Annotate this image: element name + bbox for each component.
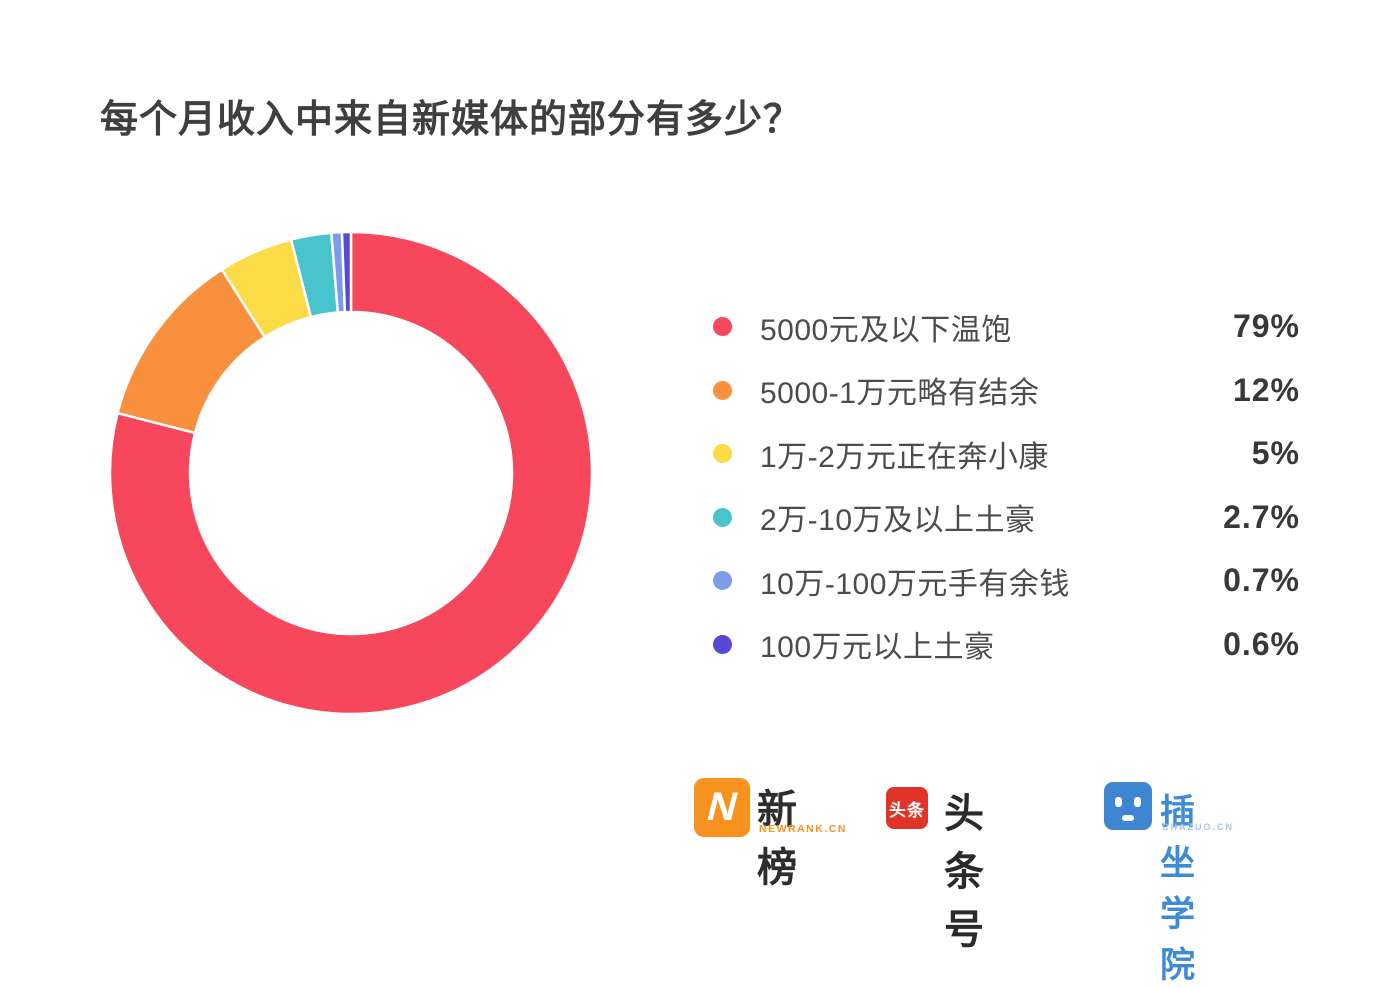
legend-label: 5000-1万元略有结余	[760, 377, 1040, 411]
toutiao-logo-icon: 头条	[886, 787, 928, 829]
legend-value: 5%	[1251, 435, 1300, 472]
donut-svg	[108, 230, 594, 716]
legend-dot	[713, 571, 732, 591]
legend-item: 10万-100万元手有余钱 0.7%	[713, 549, 1300, 613]
legend-item: 1万-2万元正在奔小康 5%	[713, 422, 1300, 486]
toutiao-icon-text: 头条	[889, 800, 925, 820]
legend-value: 0.7%	[1223, 562, 1300, 599]
legend-dot	[713, 317, 732, 337]
newrank-logo-icon: N	[694, 778, 750, 837]
legend-item: 100万元以上土豪 0.6%	[713, 613, 1300, 677]
donut-chart	[108, 230, 594, 716]
legend-item: 5000元及以下温饱 79%	[713, 295, 1300, 359]
toutiao-logo-name: 头条号	[944, 792, 986, 952]
legend-dot	[713, 507, 732, 527]
legend-item: 5000-1万元略有结余 12%	[713, 359, 1300, 423]
legend-label: 100万元以上土豪	[760, 631, 995, 665]
chazuo-logo-name: 插坐学院	[1160, 793, 1197, 985]
newrank-logo-name: 新榜	[757, 788, 799, 890]
chazuo-robot-eye-left	[1115, 797, 1122, 807]
chazuo-logo-icon	[1104, 782, 1152, 830]
legend-value: 0.6%	[1223, 625, 1300, 662]
legend-value: 79%	[1232, 308, 1300, 345]
chazuo-robot-eye-right	[1134, 797, 1141, 807]
chazuo-robot-mouth	[1122, 815, 1134, 821]
legend-dot	[713, 380, 732, 400]
legend-dot	[713, 634, 732, 654]
legend-label: 1万-2万元正在奔小康	[760, 440, 1049, 474]
chazuo-logo-subtext: CHAZUO.CN	[1162, 822, 1234, 832]
legend-label: 2万-10万及以上土豪	[760, 504, 1036, 538]
legend: 5000元及以下温饱 79% 5000-1万元略有结余 12% 1万-2万元正在奔小康 5…	[713, 295, 1300, 676]
newrank-icon-letter: N	[702, 785, 743, 829]
donut-slice-0	[108, 230, 594, 716]
newrank-logo-subtext: NEWRANK.CN	[759, 823, 847, 835]
legend-label: 10万-100万元手有余钱	[760, 567, 1070, 601]
legend-value: 2.7%	[1223, 498, 1300, 535]
donut-slice-5	[340, 230, 353, 314]
legend-item: 2万-10万及以上土豪 2.7%	[713, 486, 1300, 550]
legend-dot	[713, 444, 732, 464]
legend-value: 12%	[1232, 371, 1300, 408]
legend-label: 5000元及以下温饱	[760, 313, 1012, 347]
page-title: 每个月收入中来自新媒体的部分有多少？	[100, 99, 803, 141]
